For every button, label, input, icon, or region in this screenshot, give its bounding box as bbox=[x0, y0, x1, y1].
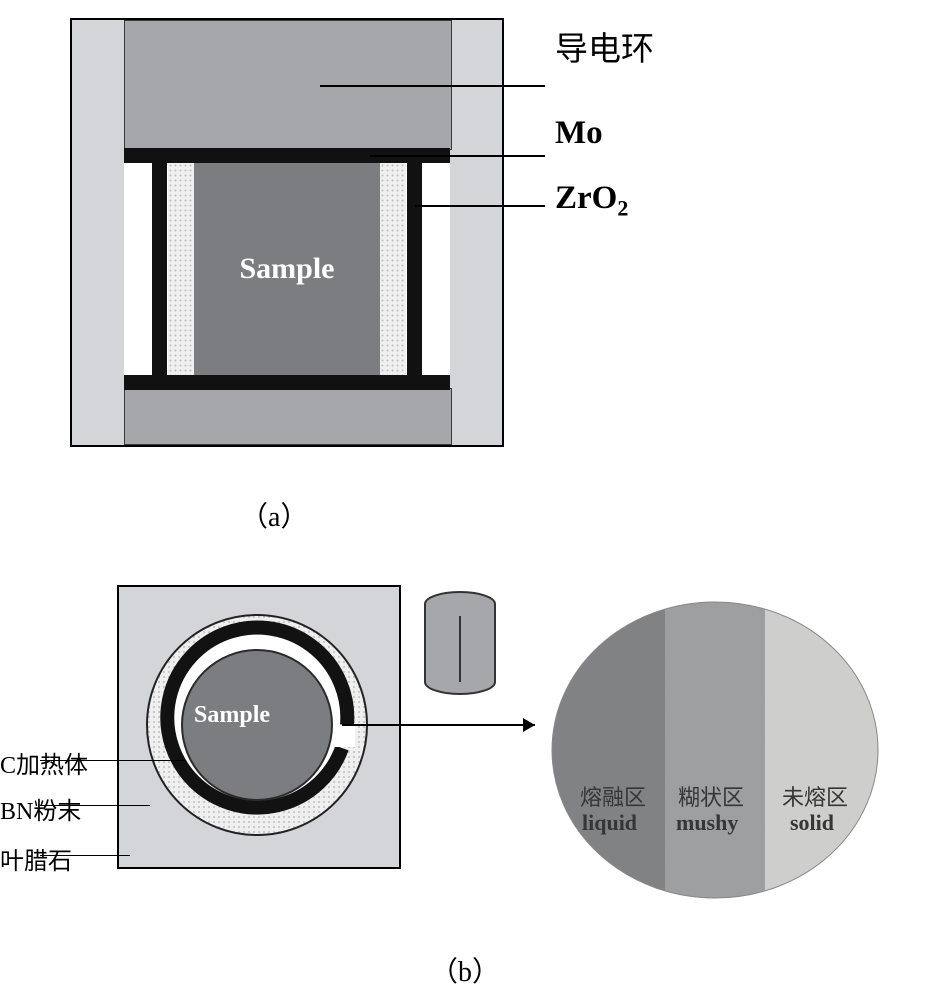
arrow-to-disc bbox=[340, 705, 550, 745]
label-zro2-base: ZrO bbox=[555, 180, 617, 216]
disc-solid-cn: 未熔区 bbox=[782, 785, 848, 810]
zoned-disc: 熔融区 liquid 糊状区 mushy 未熔区 solid bbox=[550, 600, 880, 900]
leader-line-ring bbox=[320, 85, 545, 87]
mo-bottom-plate bbox=[124, 375, 450, 390]
label-ring: 导电环 bbox=[555, 22, 654, 70]
bottom-conductive-ring bbox=[124, 388, 452, 445]
insulator-right bbox=[380, 163, 406, 375]
disc-mushy-zone bbox=[665, 600, 765, 900]
disc-liquid-cn: 熔融区 bbox=[580, 785, 646, 810]
sample-block-a: Sample bbox=[194, 163, 380, 375]
label-zro2: ZrO2 bbox=[555, 180, 628, 222]
disc-solid-zone bbox=[765, 600, 880, 900]
disc-liquid-zone bbox=[550, 600, 665, 900]
zro2-right-wall bbox=[407, 163, 422, 375]
caption-b: （b） bbox=[430, 950, 500, 990]
label-c-heater: C加热体 bbox=[0, 745, 88, 780]
label-bn: BN粉末 bbox=[0, 791, 81, 826]
sample-label-b: Sample bbox=[194, 702, 270, 729]
zro2-left-wall bbox=[152, 163, 167, 375]
disc-mushy-cn: 糊状区 bbox=[678, 785, 744, 810]
leader-line-zro2 bbox=[415, 205, 545, 207]
disc-solid-en: solid bbox=[790, 810, 834, 835]
figure-b: Sample C加热体 /* noop - small visual compr… bbox=[0, 555, 927, 1000]
leader-line-mo bbox=[370, 155, 545, 157]
label-zro2-sub: 2 bbox=[617, 196, 628, 221]
label-pyro: 叶腊石 bbox=[0, 841, 72, 876]
caption-a: （a） bbox=[240, 495, 308, 535]
disc-liquid-en: liquid bbox=[582, 810, 637, 835]
cylinder-icon bbox=[418, 590, 503, 700]
sample-label-a: Sample bbox=[239, 252, 334, 286]
label-mo: Mo bbox=[555, 115, 603, 152]
figure-a: Sample 导电环 Mo ZrO2 （a） bbox=[0, 0, 927, 555]
insulator-left bbox=[168, 163, 194, 375]
outer-block-a: Sample bbox=[70, 18, 504, 447]
disc-mushy-en: mushy bbox=[676, 810, 738, 835]
